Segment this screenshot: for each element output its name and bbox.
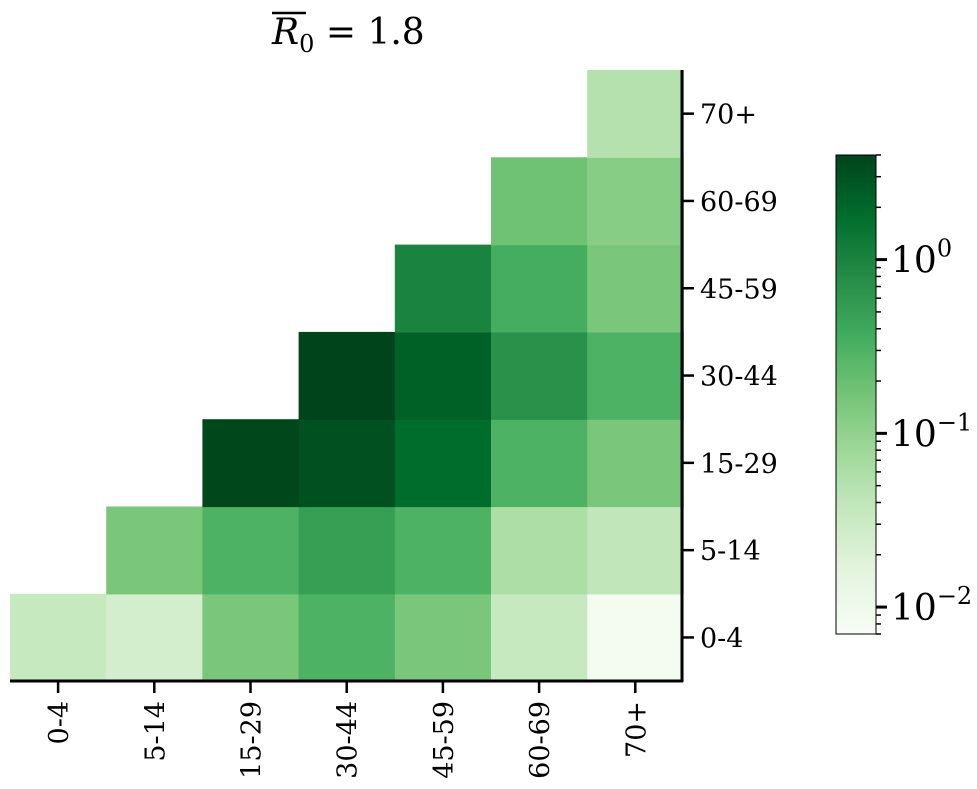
heatmap-cell-45-59-70+	[587, 244, 684, 333]
chart-title: R0 = 1.8	[271, 11, 425, 58]
heatmap-cell-45-59-45-59	[394, 244, 492, 333]
heatmap-cell-60-69-70+	[587, 157, 684, 246]
title-symbol: R	[271, 12, 299, 53]
y-tick-label-70+: 70+	[700, 100, 757, 131]
x-tick-label-60-69: 60-69	[525, 701, 556, 779]
heatmap-cell-60-69-60-69	[491, 157, 588, 246]
heatmap-cell-15-29-70+	[587, 419, 684, 508]
x-tick-label-0-4: 0-4	[44, 701, 75, 744]
colorbar-ticks: 100 10−1 10−2	[876, 235, 972, 629]
heatmap-cell-0-4-15-29	[202, 593, 300, 682]
heatmap-cell-30-44-60-69	[491, 331, 588, 420]
heatmap-cells	[10, 70, 684, 682]
heatmap-cell-0-4-70+	[587, 593, 684, 682]
svg-text:R0 = 1.8: R0 = 1.8	[271, 12, 425, 58]
y-tick-label-5-14: 5-14	[700, 536, 761, 567]
heatmap-cell-30-44-70+	[587, 331, 684, 420]
heatmap-cell-0-4-45-59	[394, 593, 492, 682]
x-tick-label-30-44: 30-44	[333, 701, 364, 779]
heatmap-cell-30-44-45-59	[394, 331, 492, 420]
heatmap-cell-15-29-60-69	[491, 419, 588, 508]
x-tick-label-70+: 70+	[621, 701, 652, 758]
heatmap-cell-45-59-60-69	[491, 244, 588, 333]
heatmap-cell-15-29-30-44	[298, 419, 396, 508]
colorbar: 100 10−1 10−2	[835, 154, 972, 635]
y-tick-label-45-59: 45-59	[700, 274, 778, 305]
heatmap-cell-5-14-60-69	[491, 506, 588, 595]
colorbar-tick-label: 100	[891, 235, 952, 282]
colorbar-minor-ticks	[876, 154, 881, 635]
colorbar-gradient	[835, 154, 877, 635]
heatmap-cell-5-14-70+	[587, 506, 684, 595]
colorbar-tick-label: 10−2	[891, 582, 972, 629]
heatmap-cell-5-14-15-29	[202, 506, 300, 595]
heatmap-cell-5-14-45-59	[394, 506, 492, 595]
x-tick-label-5-14: 5-14	[140, 701, 171, 762]
y-tick-label-15-29: 15-29	[700, 449, 778, 480]
heatmap-cell-30-44-30-44	[298, 331, 396, 420]
heatmap-cell-5-14-5-14	[106, 506, 203, 595]
y-axis: 0-4 5-14 15-29 30-44 45-59 60-69 70+	[682, 100, 778, 654]
y-tick-label-60-69: 60-69	[700, 187, 778, 218]
title-subscript: 0	[299, 30, 314, 58]
heatmap-cell-5-14-30-44	[298, 506, 396, 595]
colorbar-tick-label: 10−1	[891, 408, 972, 455]
heatmap-cell-0-4-30-44	[298, 593, 396, 682]
y-tick-label-30-44: 30-44	[700, 362, 778, 393]
title-rest: = 1.8	[314, 12, 424, 53]
heatmap-cell-15-29-45-59	[394, 419, 492, 508]
x-tick-label-15-29: 15-29	[237, 701, 268, 779]
x-tick-label-45-59: 45-59	[429, 701, 460, 779]
y-tick-label-0-4: 0-4	[700, 623, 743, 654]
heatmap-cell-0-4-5-14	[106, 593, 203, 682]
heatmap-cell-15-29-15-29	[202, 419, 300, 508]
heatmap-cell-70+-70+	[587, 70, 684, 158]
heatmap-cell-0-4-0-4	[10, 593, 107, 682]
x-axis: 0-4 5-14 15-29 30-44 45-59 60-69 70+	[44, 681, 652, 779]
heatmap-cell-0-4-60-69	[491, 593, 588, 682]
